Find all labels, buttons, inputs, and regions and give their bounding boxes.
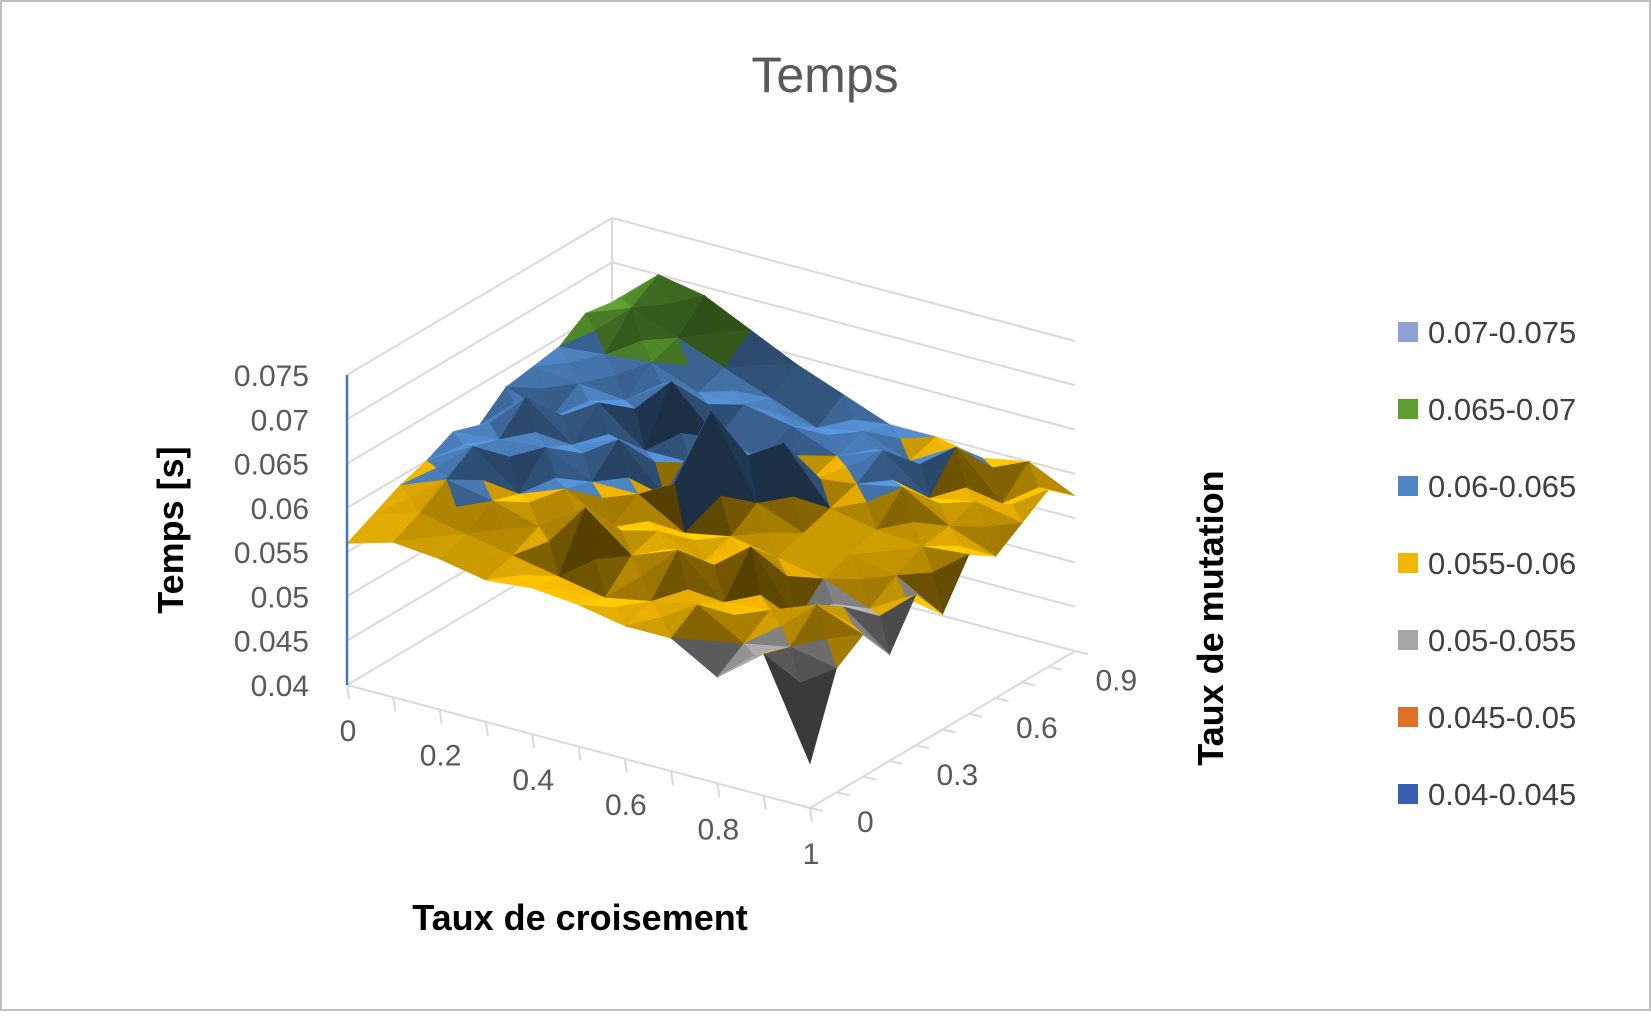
y-tick-mark (995, 697, 1009, 703)
legend-swatch (1398, 399, 1418, 419)
surface-layer (346, 273, 1076, 764)
legend-label: 0.065-0.07 (1428, 392, 1576, 427)
y-tick-mark (968, 712, 983, 718)
y-tick-label: 0 (857, 806, 874, 839)
y-tick-mark (809, 807, 824, 812)
legend-swatch (1398, 476, 1418, 496)
y-tick-mark (1021, 681, 1036, 687)
y-tick-mark (915, 744, 930, 750)
surface-facet (346, 527, 394, 544)
surface-facet (670, 637, 718, 678)
surface-facet (578, 604, 626, 627)
surface-facet (532, 587, 580, 606)
legend-label: 0.055-0.06 (1428, 546, 1576, 581)
legend-label: 0.06-0.065 (1428, 469, 1576, 504)
x-tick-label: 0.2 (420, 740, 462, 773)
x-tick-mark (438, 709, 443, 724)
z-tick-label: 0.07 (251, 404, 309, 437)
chart-title: Temps (751, 47, 898, 103)
surface-facet (763, 653, 811, 764)
x-tick-label: 0.4 (512, 764, 554, 797)
x-tick-label: 0.8 (698, 813, 740, 846)
legend-swatch (1398, 322, 1418, 342)
x-tick-label: 1 (803, 838, 820, 871)
legend-swatch (1398, 630, 1418, 650)
y-tick-mark (1074, 650, 1089, 655)
legend-swatch (1398, 784, 1418, 804)
legend-swatch (1398, 707, 1418, 727)
y-tick-mark (942, 728, 956, 734)
x-tick-mark (577, 746, 582, 761)
z-tick-label: 0.05 (251, 581, 309, 614)
legend-label: 0.04-0.045 (1428, 777, 1576, 812)
x-tick-mark (346, 684, 350, 700)
axis-layer: 0.04 0.045 0.05 0.055 0.06 0.065 0.07 0.075 0 0.2… (234, 360, 1137, 871)
x-tick-mark (670, 770, 675, 786)
x-axis-title: Taux de croisement (412, 897, 747, 938)
y-tick-mark (889, 759, 903, 765)
legend-swatch (1398, 553, 1418, 573)
x-tick-mark (716, 783, 721, 798)
surface-facet (485, 574, 533, 589)
surface-facet (439, 556, 487, 581)
legend-label: 0.07-0.075 (1428, 315, 1576, 350)
z-tick-label: 0.06 (251, 493, 309, 526)
y-tick-mark (862, 775, 877, 781)
x-tick-mark (762, 795, 767, 810)
z-tick-label: 0.04 (251, 670, 309, 703)
x-tick-label: 0 (340, 715, 357, 748)
legend: 0.07-0.075 0.065-0.07 0.06-0.065 0.055-0.06… (1398, 315, 1576, 812)
z-axis-title: Temps [s] (150, 446, 191, 613)
x-tick-mark (484, 721, 489, 737)
y-tick-mark (836, 791, 850, 797)
z-tick-label: 0.065 (234, 449, 309, 482)
y-tick-mark (1048, 665, 1062, 671)
y-tick-label: 0.6 (1016, 712, 1058, 745)
x-tick-mark (623, 758, 628, 773)
surface-facet (717, 653, 764, 678)
z-tick-label: 0.045 (234, 626, 309, 659)
x-tick-mark (809, 807, 813, 823)
x-tick-mark (392, 697, 397, 712)
surface-facet (393, 536, 441, 560)
surface-facet (624, 617, 672, 639)
x-tick-mark (531, 734, 536, 749)
x-tick-label: 0.6 (605, 789, 647, 822)
z-tick-label: 0.075 (234, 360, 309, 393)
z-tick-label: 0.055 (234, 537, 309, 570)
y-tick-label: 0.3 (937, 759, 979, 792)
legend-label: 0.045-0.05 (1428, 700, 1576, 735)
legend-label: 0.05-0.055 (1428, 623, 1576, 658)
y-axis-title: Taux de mutation (1190, 470, 1231, 765)
y-tick-label: 0.9 (1096, 665, 1138, 698)
